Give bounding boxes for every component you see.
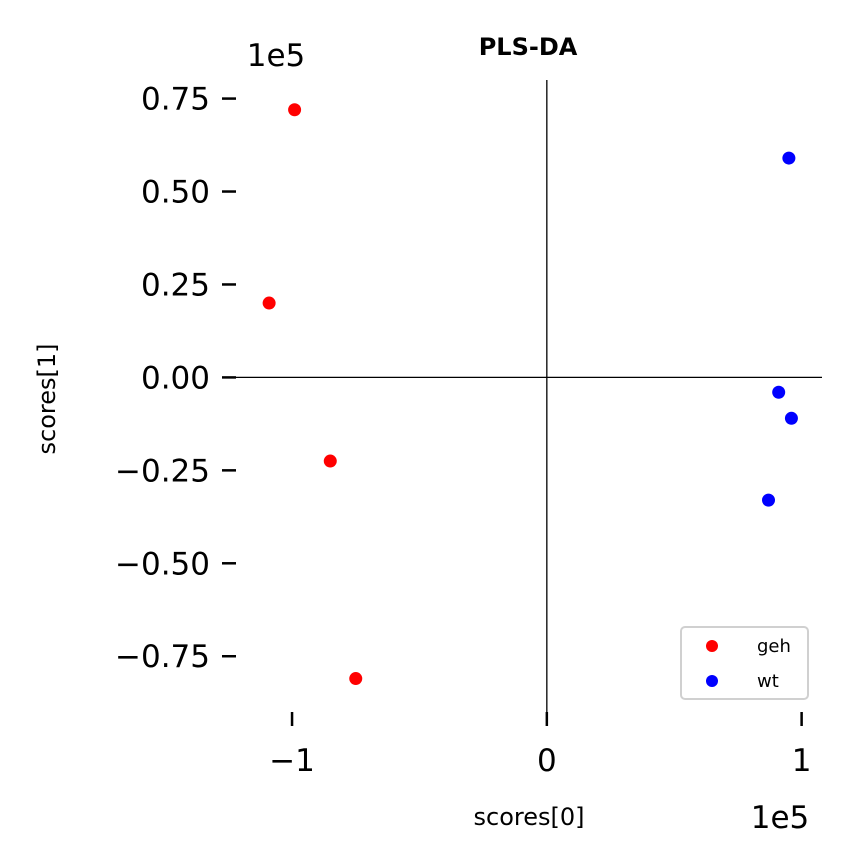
y-ticks-group: 0.75 0.50 0.25 0.00 −0.25 −0.50 −0.75: [115, 82, 236, 675]
legend-label-geh: geh: [757, 636, 791, 657]
data-point-wt: [782, 151, 796, 165]
data-points-group: [262, 103, 798, 686]
y-tick-label: 0.75: [141, 82, 210, 118]
axes-group: [236, 80, 822, 712]
y-tick-label: −0.50: [115, 546, 210, 582]
data-point-wt: [761, 493, 775, 507]
data-point-wt: [772, 385, 786, 399]
legend: geh wt: [680, 626, 809, 700]
chart-title: PLS-DA: [479, 33, 578, 61]
x-tick-label: 0: [537, 743, 557, 779]
x-axis-label: scores[0]: [474, 803, 585, 831]
legend-label-wt: wt: [757, 671, 779, 692]
x-tick-label: −1: [269, 743, 315, 779]
y-tick-label: 0.00: [141, 360, 210, 396]
x-axis-offset-text: 1e5: [751, 800, 810, 836]
data-point-geh: [323, 454, 337, 468]
y-tick-label: −0.75: [115, 639, 210, 675]
y-tick-label: −0.25: [115, 453, 210, 489]
x-ticks-group: −1 0 1: [269, 712, 811, 779]
data-point-geh: [349, 672, 363, 686]
y-axis-offset-text: 1e5: [247, 38, 306, 74]
x-tick-label: 1: [792, 743, 812, 779]
legend-marker-wt: [706, 675, 718, 687]
y-tick-label: 0.50: [141, 175, 210, 211]
data-point-geh: [288, 103, 302, 117]
data-point-geh: [262, 296, 276, 310]
legend-marker-geh: [706, 640, 718, 652]
y-axis-label: scores[1]: [33, 344, 61, 455]
y-tick-label: 0.25: [141, 267, 210, 303]
data-point-wt: [784, 411, 798, 425]
